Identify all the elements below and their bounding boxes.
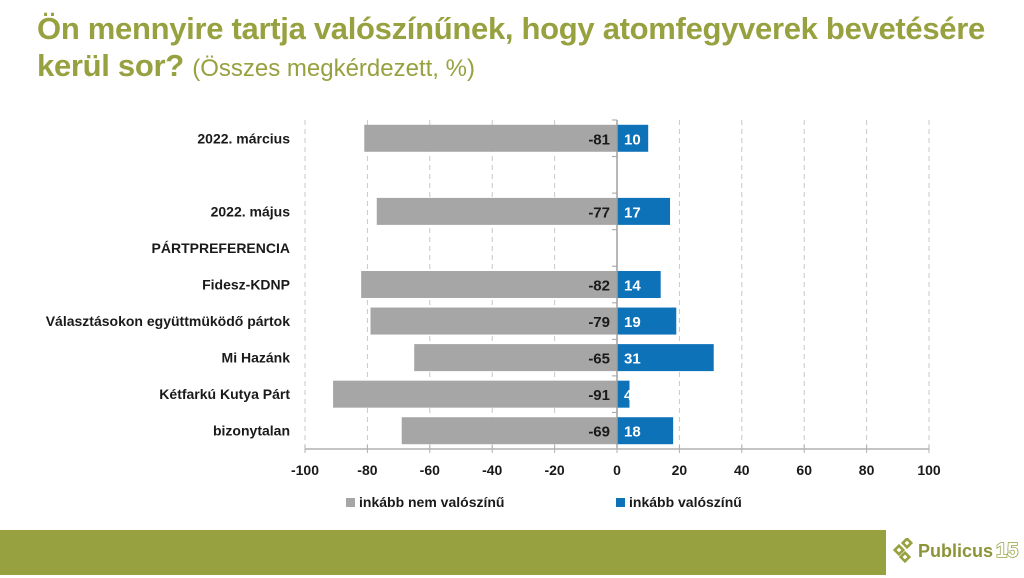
bar-positive xyxy=(617,124,649,152)
x-tick-label: 60 xyxy=(796,462,812,478)
data-label: -77 xyxy=(588,204,610,221)
x-tick-label: -100 xyxy=(291,462,319,478)
publicus-logo: Publicus 15 xyxy=(893,536,1019,566)
data-label: 17 xyxy=(624,204,641,221)
x-tick-label: -60 xyxy=(420,462,440,478)
data-label: -79 xyxy=(588,314,610,331)
category-label: PÁRTPREFERENCIA xyxy=(152,240,290,256)
bar-negative xyxy=(370,307,617,335)
legend: inkább nem valószínű inkább valószínű xyxy=(346,494,742,510)
bar-positive xyxy=(617,307,677,335)
legend-swatch xyxy=(346,498,355,507)
x-axis: -100 -80 -60 -40 -20 0 20 40 60 80 100 xyxy=(291,119,941,478)
x-tick-label: -20 xyxy=(544,462,564,478)
bar-negative xyxy=(414,344,617,372)
x-tick-label: 40 xyxy=(734,462,750,478)
x-tick-label: -80 xyxy=(357,462,377,478)
category-label: Fidesz-KDNP xyxy=(202,277,290,293)
category-label: Mi Hazánk xyxy=(222,350,291,366)
diamond-logo-icon xyxy=(893,538,914,564)
title-main: Ön mennyire tartja valószínűnek, hogy at… xyxy=(37,11,985,83)
category-label: Kétfarkú Kutya Párt xyxy=(159,386,290,402)
data-label: 31 xyxy=(624,351,641,368)
data-label: 14 xyxy=(624,278,641,295)
data-label: -69 xyxy=(588,424,610,441)
title-subtitle: (Összes megkérdezett, %) xyxy=(192,55,475,82)
bar-negative xyxy=(333,380,617,408)
category-label: bizonytalan xyxy=(213,423,290,439)
logo-text: Publicus xyxy=(918,540,994,561)
data-label: 19 xyxy=(624,314,641,331)
category-label: Választásokon együttmüködő pártok xyxy=(46,313,290,329)
diverging-bar-chart: -81 10-77 17-82 14-79 19-65 31-91 4-69 18 -100-… xyxy=(46,119,941,510)
chart-title: Ön mennyire tartja valószínűnek, hogy at… xyxy=(37,10,1007,87)
data-label: 4 xyxy=(624,387,633,404)
bar-positive xyxy=(617,344,714,372)
data-label: -82 xyxy=(588,278,610,295)
bar-negative xyxy=(401,417,617,445)
bar-positive xyxy=(617,197,671,225)
data-label: -65 xyxy=(588,351,610,368)
x-tick-label: 0 xyxy=(613,462,621,478)
data-label: 10 xyxy=(624,131,641,148)
data-label: 18 xyxy=(624,424,641,441)
logo-number: 15 xyxy=(995,539,1019,563)
x-tick-label: 100 xyxy=(917,462,941,478)
bar-positive xyxy=(617,271,661,298)
bar-positive xyxy=(617,380,630,408)
footer-band xyxy=(0,530,886,575)
category-label: 2022. március xyxy=(197,130,290,146)
category-label: 2022. május xyxy=(211,203,291,219)
legend-label: inkább valószínű xyxy=(629,494,742,510)
data-label: -91 xyxy=(588,387,610,404)
data-label: -81 xyxy=(588,131,610,148)
bar-positive xyxy=(617,417,674,445)
category-labels: 2022. március 2022. május PÁRTPREFERENCIA F… xyxy=(46,130,291,438)
legend-swatch xyxy=(616,498,625,507)
legend-label: inkább nem valószínű xyxy=(359,494,504,510)
bar-negative xyxy=(361,271,617,298)
bars: -81 10 -77 17 -82 14 -79 19 -65 31 -91 4 -69 18 xyxy=(333,124,714,445)
bar-negative xyxy=(364,124,617,152)
bar-negative xyxy=(376,197,617,225)
x-tick-label: 20 xyxy=(672,462,688,478)
x-tick-label: 80 xyxy=(859,462,875,478)
x-tick-label: -40 xyxy=(482,462,502,478)
